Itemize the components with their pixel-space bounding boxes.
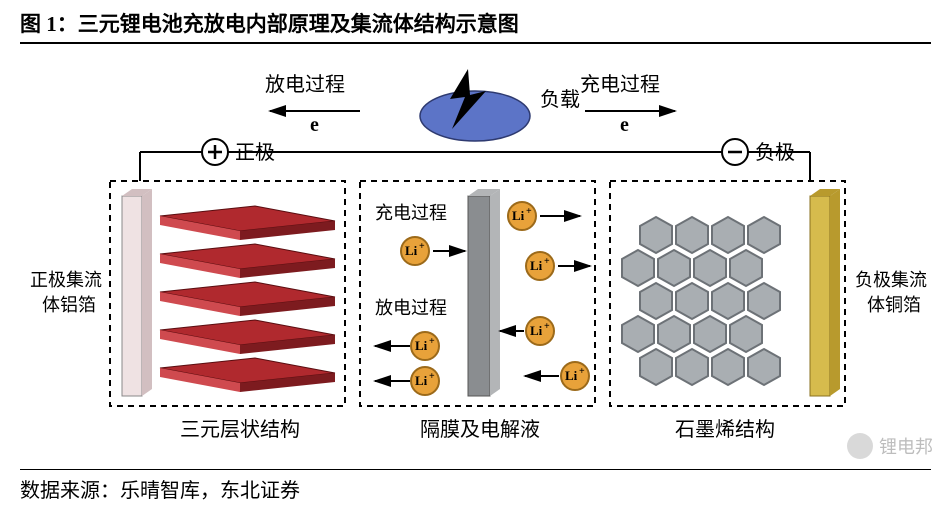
svg-text:+: + [429, 371, 435, 382]
svg-text:Li: Li [415, 338, 428, 353]
source-label: 数据来源 [20, 480, 100, 502]
diagram-svg: 正极 负极 负载 放电过程 e 充电过程 e 三元层状结构 隔膜及电解液 石墨烯… [20, 48, 931, 464]
svg-text:Li: Li [530, 258, 543, 273]
svg-text:+: + [419, 241, 425, 252]
svg-text:Li: Li [415, 373, 428, 388]
cu-foil-label-2: 体铜箔 [867, 295, 921, 315]
svg-text:Li: Li [565, 368, 578, 383]
svg-text:Li: Li [512, 208, 525, 223]
svg-text:+: + [544, 256, 550, 267]
battery-diagram: 正极 负极 负载 放电过程 e 充电过程 e 三元层状结构 隔膜及电解液 石墨烯… [20, 48, 931, 464]
al-foil-label-1: 正极集流 [30, 270, 102, 290]
negative-label: 负极 [755, 141, 795, 164]
figure-title: 三元锂电池充放电内部原理及集流体结构示意图 [78, 12, 519, 36]
cu-foil-label-1: 负极集流 [855, 270, 927, 290]
source-row: 数据来源：乐晴智库，东北证券 [20, 469, 931, 503]
watermark: 锂电邦 [847, 433, 933, 459]
discharge-process-top: 放电过程 [265, 73, 345, 96]
center-discharge-label: 放电过程 [375, 298, 447, 318]
copper-foil [810, 189, 840, 396]
center-charge-label: 充电过程 [375, 203, 447, 223]
cathode-caption: 三元层状结构 [180, 418, 300, 441]
al-foil-label-2: 体铝箔 [42, 295, 96, 315]
svg-text:Li: Li [405, 243, 418, 258]
figure-title-sep: ： [57, 12, 78, 36]
watermark-text: 锂电邦 [879, 433, 933, 459]
separator-caption: 隔膜及电解液 [420, 418, 540, 441]
title-underline [20, 42, 931, 44]
svg-text:+: + [429, 336, 435, 347]
aluminum-foil [122, 189, 152, 396]
source-sep: ： [100, 480, 120, 502]
electron-left: e [310, 114, 319, 136]
load-label: 负载 [540, 88, 580, 111]
positive-label: 正极 [235, 141, 275, 164]
svg-text:+: + [579, 366, 585, 377]
anode-caption: 石墨烯结构 [675, 418, 775, 441]
svg-text:+: + [544, 321, 550, 332]
svg-text:+: + [526, 206, 532, 217]
source-text: 乐晴智库，东北证券 [120, 480, 300, 502]
charge-process-top: 充电过程 [580, 73, 660, 96]
cathode-plates [160, 206, 335, 392]
separator-membrane [468, 189, 500, 396]
watermark-icon [847, 433, 873, 459]
graphite-hexagons [622, 217, 780, 385]
electron-right: e [620, 114, 629, 136]
svg-text:Li: Li [530, 323, 543, 338]
figure-number: 图 1 [20, 12, 57, 36]
figure-title-row: 图 1：三元锂电池充放电内部原理及集流体结构示意图 [0, 0, 951, 42]
